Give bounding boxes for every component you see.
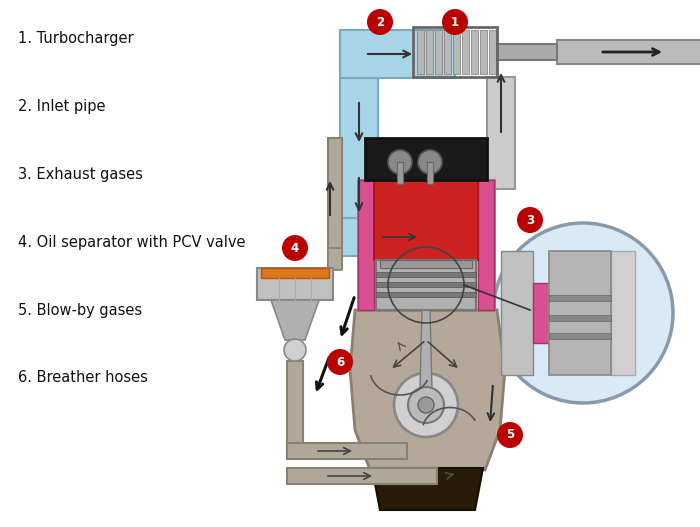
Circle shape [418,150,442,174]
Bar [257,268,333,300]
Bar [489,30,496,74]
Bar [328,248,342,270]
Circle shape [284,339,306,361]
Bar [533,283,549,343]
Circle shape [442,9,468,35]
Text: 3: 3 [526,213,534,227]
Text: 4: 4 [291,241,299,255]
Text: 4. Oil separator with PCV valve: 4. Oil separator with PCV valve [18,235,246,249]
Text: 1: 1 [451,15,459,28]
Polygon shape [350,310,505,470]
Bar [374,180,478,260]
Bar [462,30,469,74]
Bar [444,30,451,74]
Polygon shape [372,468,483,510]
Bar [376,282,476,287]
Text: 3. Exhaust gases: 3. Exhaust gases [18,167,143,181]
Circle shape [497,422,523,448]
Bar [427,162,433,184]
Bar [365,138,487,180]
Bar [376,260,476,310]
Circle shape [367,9,393,35]
Circle shape [394,373,458,437]
Bar [435,30,442,74]
Bar [376,272,476,277]
Bar [397,162,403,184]
Bar [549,295,611,301]
Bar [417,30,424,74]
Bar [426,30,433,74]
Bar [478,180,494,310]
Text: 6. Breather hoses: 6. Breather hoses [18,370,148,385]
Bar [471,30,478,74]
Text: 5. Blow-by gases: 5. Blow-by gases [18,302,142,317]
Text: 1. Turbocharger: 1. Turbocharger [18,31,134,45]
Bar [487,77,515,189]
Circle shape [418,397,434,413]
Bar [611,251,635,375]
Text: 2. Inlet pipe: 2. Inlet pipe [18,99,106,113]
Bar [501,251,533,375]
Bar [340,30,378,250]
Bar [376,292,476,297]
Text: 5: 5 [506,428,514,442]
Circle shape [388,150,412,174]
Circle shape [408,387,444,423]
Bar [287,443,407,459]
Circle shape [282,235,308,261]
Bar [497,44,557,60]
Bar [358,180,494,310]
Bar [480,30,487,74]
Bar [328,138,342,268]
Circle shape [517,207,543,233]
Bar [380,260,472,268]
Bar [453,30,460,74]
Bar [287,468,437,484]
Polygon shape [271,300,319,340]
Bar [358,180,374,310]
Bar [413,27,497,77]
Bar [549,333,611,339]
Circle shape [493,223,673,403]
Circle shape [327,349,353,375]
Text: 2: 2 [376,15,384,28]
Bar [287,361,303,456]
Polygon shape [420,310,432,390]
Bar [261,268,329,278]
Bar [549,315,611,321]
Bar [340,30,455,78]
Bar [557,40,700,64]
Bar [340,218,470,256]
Text: 6: 6 [336,356,344,368]
Bar [549,251,611,375]
